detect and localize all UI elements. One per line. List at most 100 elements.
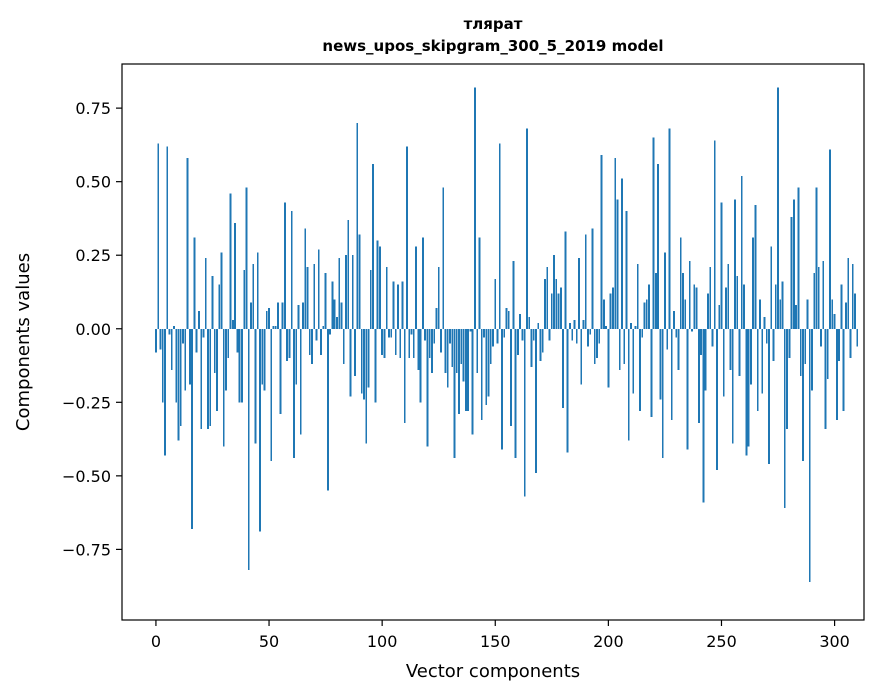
bar <box>634 325 637 329</box>
bar <box>446 328 449 388</box>
bar <box>611 287 614 329</box>
bar <box>700 328 703 356</box>
bar <box>170 328 173 370</box>
bar <box>333 299 336 329</box>
bar <box>243 269 246 329</box>
bar <box>272 325 275 329</box>
bar <box>550 293 553 329</box>
bar <box>483 328 485 338</box>
bar <box>247 328 250 570</box>
bar <box>489 328 492 365</box>
bar <box>666 328 669 350</box>
bar <box>473 87 476 329</box>
x-axis-label: Vector components <box>406 661 580 682</box>
bar <box>424 328 427 341</box>
bar <box>596 328 598 359</box>
bar <box>566 328 569 453</box>
bar <box>668 128 671 329</box>
bar <box>559 287 562 329</box>
bar <box>236 328 239 353</box>
y-tick-label: 0.00 <box>75 320 111 339</box>
plot-frame <box>121 63 865 621</box>
y-tick-label: 0.75 <box>75 99 111 118</box>
bar <box>304 228 307 329</box>
bar <box>245 187 248 329</box>
bar <box>179 328 182 426</box>
bar <box>460 328 463 365</box>
bar <box>799 328 802 376</box>
bar <box>512 261 515 329</box>
bar <box>815 187 818 329</box>
bar <box>234 222 237 329</box>
bar <box>650 328 653 418</box>
bar <box>270 328 273 462</box>
bar <box>367 328 370 388</box>
bar <box>670 328 673 420</box>
bar <box>854 293 856 329</box>
bar <box>496 328 499 344</box>
bar <box>209 328 212 426</box>
bar <box>383 328 386 359</box>
bar <box>591 228 594 329</box>
bar <box>265 311 268 329</box>
bar <box>641 328 644 338</box>
bar <box>532 328 535 341</box>
bar <box>207 328 209 429</box>
bar <box>440 328 442 353</box>
bar <box>322 325 325 329</box>
bar <box>792 199 795 329</box>
bar <box>849 328 852 359</box>
bar <box>351 255 354 329</box>
bar <box>688 261 691 329</box>
bar <box>410 328 413 335</box>
bar <box>376 240 379 329</box>
bar <box>279 328 282 415</box>
bar <box>390 328 393 338</box>
bar <box>648 284 650 329</box>
bar <box>315 328 318 341</box>
bar <box>184 328 187 391</box>
bar <box>256 252 259 329</box>
bar <box>218 284 221 329</box>
bar <box>630 322 632 329</box>
bar <box>713 140 716 329</box>
bar <box>394 328 397 356</box>
bar <box>562 328 565 409</box>
bar <box>795 305 798 329</box>
bar <box>621 178 623 329</box>
bar <box>202 328 205 338</box>
bar <box>677 328 680 370</box>
bar <box>480 328 483 420</box>
bar <box>392 281 395 329</box>
bar <box>763 316 766 329</box>
bar <box>745 328 748 456</box>
bar <box>462 328 465 382</box>
bar <box>722 328 725 397</box>
bar <box>225 328 227 391</box>
bar <box>342 328 345 365</box>
bar <box>501 328 503 450</box>
bar <box>788 328 791 359</box>
bar <box>166 146 169 329</box>
bar <box>607 328 610 388</box>
bar <box>458 328 460 415</box>
bar <box>299 328 302 435</box>
bar <box>569 322 571 329</box>
bar <box>738 328 741 376</box>
bar <box>756 328 759 412</box>
bar <box>761 328 764 394</box>
bar <box>311 328 313 365</box>
bar <box>164 328 166 456</box>
bar <box>553 255 555 329</box>
bar <box>369 269 372 329</box>
x-tick-label: 250 <box>706 632 737 651</box>
bar <box>399 328 402 359</box>
bar <box>317 249 320 329</box>
bar <box>614 158 617 329</box>
chart-title-line1: тлярат <box>464 15 523 33</box>
bar <box>711 328 714 347</box>
bar <box>363 328 365 400</box>
bar <box>372 164 375 329</box>
bar <box>833 314 836 329</box>
